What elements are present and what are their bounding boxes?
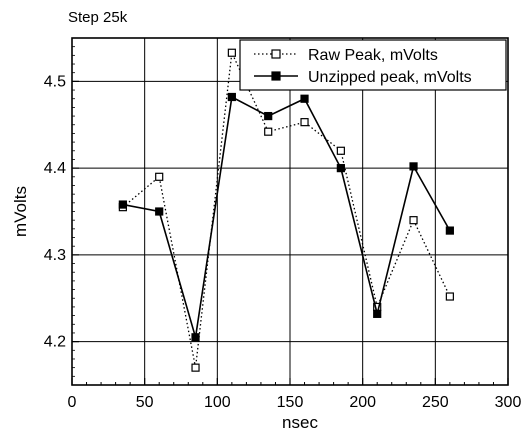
x-tick-label: 50 bbox=[136, 394, 154, 411]
y-axis-label: mVolts bbox=[11, 186, 30, 237]
x-tick-label: 0 bbox=[68, 394, 77, 411]
x-tick-label: 250 bbox=[422, 394, 449, 411]
data-point bbox=[155, 172, 164, 181]
data-point bbox=[191, 333, 200, 342]
legend-box bbox=[239, 39, 507, 91]
data-point bbox=[409, 216, 418, 225]
x-tick-label: 150 bbox=[277, 394, 304, 411]
data-point bbox=[191, 363, 200, 372]
series-line bbox=[122, 50, 451, 368]
x-tick-label: 100 bbox=[204, 394, 231, 411]
legend: Raw Peak, mVolts Unzipped peak, mVolts bbox=[239, 39, 507, 91]
data-point bbox=[300, 118, 309, 127]
x-tick-label: 200 bbox=[349, 394, 376, 411]
legend-marker bbox=[271, 49, 281, 59]
chart-title: Step 25k bbox=[68, 9, 128, 26]
x-tick-label: 300 bbox=[495, 394, 522, 411]
legend-marker bbox=[271, 71, 281, 81]
data-point bbox=[264, 111, 273, 121]
y-tick-label: 4.2 bbox=[44, 334, 66, 351]
legend-label: Unzipped peak, mVolts bbox=[308, 69, 472, 86]
legend-label: Raw Peak, mVolts bbox=[308, 47, 438, 64]
data-point bbox=[445, 226, 454, 235]
data-point bbox=[445, 292, 454, 301]
y-tick-label: 4.3 bbox=[44, 247, 66, 264]
data-point bbox=[336, 164, 345, 173]
data-point bbox=[264, 127, 273, 136]
data-point bbox=[227, 92, 236, 102]
data-point bbox=[227, 48, 236, 57]
series-line bbox=[122, 95, 451, 338]
data-point bbox=[118, 200, 127, 209]
series-2 bbox=[118, 92, 454, 342]
data-point bbox=[373, 309, 382, 318]
data-point bbox=[336, 146, 345, 155]
data-point bbox=[155, 207, 164, 216]
y-tick-label: 4.4 bbox=[44, 160, 66, 177]
data-point bbox=[409, 162, 418, 171]
y-tick-label: 4.5 bbox=[44, 73, 66, 90]
x-axis-label: nsec bbox=[282, 413, 318, 432]
data-point bbox=[300, 94, 309, 103]
